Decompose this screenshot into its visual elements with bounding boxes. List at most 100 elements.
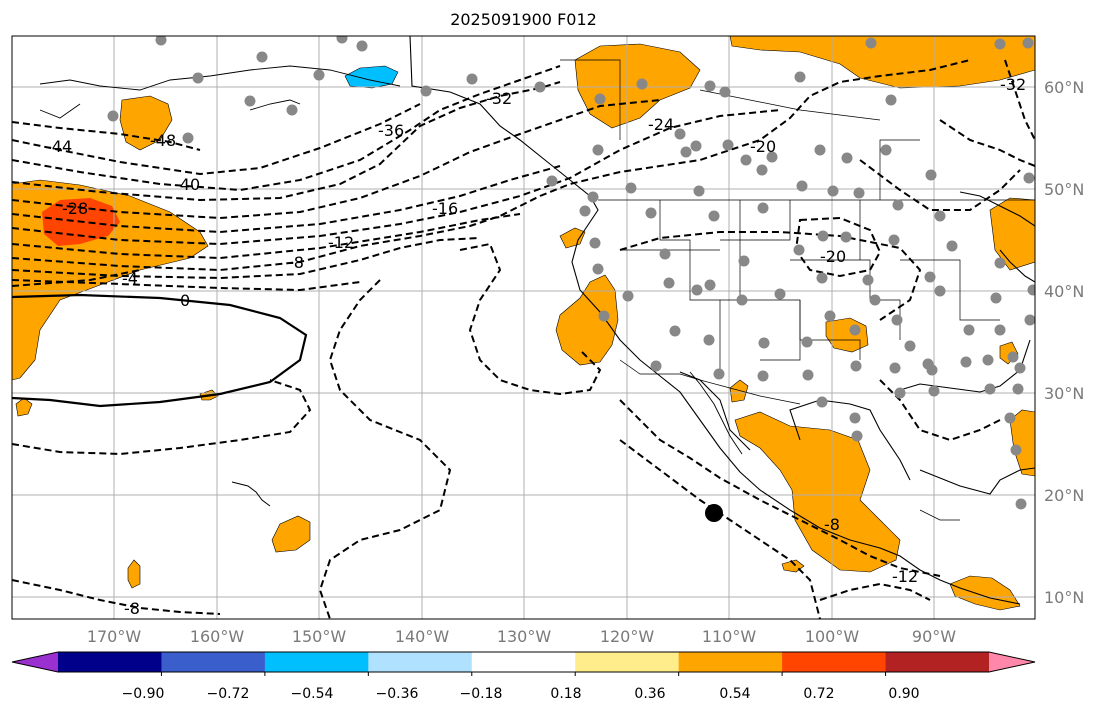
- station-marker: [636, 78, 648, 90]
- station-marker: [885, 94, 897, 106]
- station-marker: [934, 285, 946, 297]
- station-marker: [704, 279, 716, 291]
- station-marker: [674, 128, 686, 140]
- colorbar-tick-label: −0.54: [291, 686, 334, 702]
- contour-mexico: [619, 399, 941, 577]
- station-marker: [982, 354, 994, 366]
- station-marker: [256, 51, 268, 63]
- contour-label: -12: [892, 567, 918, 586]
- contour-label: -36: [378, 121, 404, 140]
- station-marker: [107, 110, 119, 122]
- contour-neg20: [12, 213, 521, 260]
- station-marker: [1012, 383, 1024, 395]
- contour-neg44: [12, 103, 421, 176]
- map-frame: [11, 35, 1036, 620]
- tc-position-marker: [705, 504, 723, 522]
- station-marker: [738, 255, 750, 267]
- station-marker: [963, 324, 975, 336]
- colorbar-tick-label: −0.18: [460, 686, 503, 702]
- station-marker: [708, 210, 720, 222]
- contour-label: -32: [486, 89, 512, 108]
- station-marker: [984, 383, 996, 395]
- colorbar-tick-label: 0.54: [719, 686, 750, 702]
- political-borders: [560, 59, 1035, 521]
- station-marker: [1027, 284, 1035, 296]
- contour-label: -12: [328, 233, 354, 252]
- station-marker: [650, 360, 662, 372]
- contour-neg8: [12, 279, 361, 292]
- contour-label: -20: [820, 247, 846, 266]
- station-marker: [889, 362, 901, 374]
- station-marker: [690, 140, 702, 152]
- contour-neg16: [12, 59, 971, 272]
- colorbar-extend-left: [12, 652, 58, 672]
- station-marker: [625, 182, 637, 194]
- contour-neg4: [12, 269, 141, 287]
- colorbar-outline: [11, 651, 1036, 673]
- station-marker: [592, 263, 604, 275]
- station-marker: [703, 334, 715, 346]
- station-marker: [1004, 412, 1016, 424]
- station-marker: [924, 271, 936, 283]
- contour-lines: [12, 59, 1035, 619]
- longitude-ticks: 170°W 160°W 150°W 140°W 130°W 120°W 110°…: [87, 627, 956, 646]
- station-marker: [1022, 37, 1034, 49]
- station-marker: [925, 169, 937, 181]
- colorbar-segment: [575, 652, 680, 672]
- station-marker: [827, 185, 839, 197]
- station-marker: [622, 290, 634, 302]
- station-marker: [841, 152, 853, 164]
- station-marker: [680, 146, 692, 158]
- station-marker: [849, 412, 861, 424]
- station-marker: [814, 144, 826, 156]
- contour-neg24: [12, 109, 781, 246]
- station-marker: [880, 144, 892, 156]
- colorbar-tick-label: 0.36: [634, 686, 665, 702]
- station-marker: [182, 132, 194, 144]
- lat-tick-label: 60°N: [1044, 78, 1084, 97]
- anomaly-fill-hudson: [729, 36, 1035, 89]
- colorbar-segment: [885, 652, 990, 672]
- lon-tick-label: 170°W: [87, 627, 142, 646]
- colorbar-tick-label: −0.90: [122, 686, 165, 702]
- colorbar-segment: [782, 652, 887, 672]
- contour-neg48: [12, 121, 201, 151]
- station-marker: [891, 314, 903, 326]
- station-marker: [592, 144, 604, 156]
- lon-tick-label: 120°W: [600, 627, 655, 646]
- lat-tick-label: 20°N: [1044, 486, 1084, 505]
- colorbar-segment: [368, 652, 473, 672]
- contour-label: -24: [648, 115, 674, 134]
- station-marker: [155, 36, 167, 46]
- station-marker: [719, 86, 731, 98]
- station-marker: [1014, 362, 1026, 374]
- colorbar-segment: [161, 652, 266, 672]
- station-marker: [645, 207, 657, 219]
- station-marker: [589, 237, 601, 249]
- lat-tick-label: 30°N: [1044, 384, 1084, 403]
- station-marker: [766, 151, 778, 163]
- station-marker: [994, 324, 1006, 336]
- contour-label-group: -48 -44 -40 -36 -32 -28 -24 -20 -16 -12 …: [46, 75, 1026, 618]
- station-marker: [722, 139, 734, 151]
- contour-pacific-loop: [318, 279, 452, 619]
- lon-tick-label: 160°W: [190, 627, 245, 646]
- anomaly-fill-central-america: [949, 575, 1021, 611]
- station-marker: [802, 369, 814, 381]
- lon-tick-label: 100°W: [805, 627, 860, 646]
- graticule: [12, 36, 1035, 619]
- lon-tick-label: 150°W: [292, 627, 347, 646]
- station-marker: [420, 85, 432, 97]
- station-marker: [888, 234, 900, 246]
- contour-inner-us: [794, 216, 882, 278]
- contour-us-trough: [619, 231, 922, 321]
- station-marker: [594, 93, 606, 105]
- station-marker: [756, 164, 768, 176]
- station-marker: [1007, 351, 1019, 363]
- station-marker: [1023, 172, 1035, 184]
- anomaly-fill-mexico: [734, 411, 901, 573]
- lat-tick-label: 40°N: [1044, 282, 1084, 301]
- contour-neg28: [12, 165, 561, 234]
- station-marker: [669, 325, 681, 337]
- station-marker: [286, 104, 298, 116]
